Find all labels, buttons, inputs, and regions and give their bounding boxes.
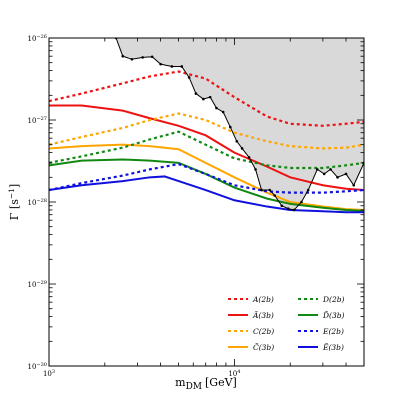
x-tick-label-0: 103 bbox=[43, 369, 55, 378]
legend-label-4: D(2b) bbox=[322, 295, 345, 304]
limit-point-27 bbox=[316, 168, 319, 171]
legend: A(2b) Ã(3b) C(2b) C̃(3b) D(2b) D̃(3b) E(2b) Ẽ(3… bbox=[228, 295, 345, 352]
limit-point-28 bbox=[322, 172, 326, 176]
limit-point-25 bbox=[300, 200, 303, 204]
limit-point-11 bbox=[208, 95, 212, 99]
limit-point-14 bbox=[228, 125, 232, 129]
legend-label-2: C(2b) bbox=[253, 327, 274, 336]
legend-label-3: C̃(3b) bbox=[253, 343, 274, 352]
y-axis-label-close: ] bbox=[8, 184, 21, 188]
limit-point-9 bbox=[194, 92, 198, 95]
series-line-6 bbox=[49, 162, 364, 194]
limit-point-29 bbox=[329, 168, 332, 171]
limit-point-21 bbox=[273, 194, 277, 197]
limit-point-8 bbox=[187, 76, 191, 79]
excluded-region bbox=[116, 38, 364, 210]
y-tick-label-2: 10−28 bbox=[28, 198, 47, 207]
series-line-4 bbox=[49, 130, 364, 170]
plot-area bbox=[49, 38, 364, 214]
limit-point-13 bbox=[221, 110, 225, 114]
limit-point-6 bbox=[170, 65, 174, 68]
limit-point-7 bbox=[180, 65, 184, 68]
limit-point-22 bbox=[280, 204, 284, 208]
x-axis-label-sub: DM bbox=[186, 382, 202, 392]
limit-point-23 bbox=[286, 207, 290, 210]
series-line-7 bbox=[49, 175, 364, 214]
legend-label-0: A(2b) bbox=[252, 295, 274, 304]
limit-point-10 bbox=[202, 97, 205, 101]
limit-curve bbox=[115, 38, 364, 211]
series-line-3 bbox=[49, 143, 364, 211]
y-axis-label-main: Γ [s bbox=[8, 199, 21, 220]
y-axis-title: Γ [s−1] bbox=[7, 184, 21, 220]
limit-point-32 bbox=[352, 183, 356, 187]
limit-point-1 bbox=[121, 54, 125, 58]
limit-point-5 bbox=[159, 62, 162, 66]
limit-point-26 bbox=[306, 188, 310, 192]
limit-point-20 bbox=[268, 188, 272, 192]
x-tick-label-1: 104 bbox=[228, 369, 240, 378]
y-tick-label-4: 10−26 bbox=[28, 34, 47, 43]
y-tick-label-1: 10−29 bbox=[28, 280, 47, 289]
limit-point-16 bbox=[240, 147, 244, 150]
limit-point-18 bbox=[254, 168, 257, 171]
series-line-1 bbox=[49, 104, 364, 192]
legend-label-5: D̃(3b) bbox=[322, 311, 345, 320]
y-tick-label-3: 10−27 bbox=[28, 116, 47, 125]
limit-point-12 bbox=[215, 106, 218, 110]
y-axis-label-sup: −1 bbox=[7, 188, 16, 199]
x-axis-label-main: m bbox=[175, 376, 186, 389]
series-line-2 bbox=[49, 112, 364, 150]
x-axis-title: mDM [GeV] bbox=[175, 376, 237, 392]
limit-point-3 bbox=[141, 56, 144, 59]
legend-label-1: Ã(3b) bbox=[252, 311, 274, 320]
limit-point-24 bbox=[292, 208, 296, 212]
axes: 103 104 10−30 10−29 10−28 10−27 10−26 bbox=[28, 34, 365, 378]
limit-point-30 bbox=[336, 176, 339, 179]
limit-point-2 bbox=[130, 57, 134, 61]
x-axis-label-unit: [GeV] bbox=[205, 376, 237, 389]
limit-point-19 bbox=[260, 188, 263, 192]
limit-point-31 bbox=[344, 172, 348, 176]
limit-point-17 bbox=[247, 156, 251, 159]
series-line-0 bbox=[49, 70, 364, 127]
limit-point-15 bbox=[235, 139, 239, 143]
legend-label-7: Ẽ(3b) bbox=[322, 343, 344, 352]
limit-point-4 bbox=[150, 55, 154, 59]
legend-label-6: E(2b) bbox=[322, 327, 344, 336]
y-tick-label-0: 10−30 bbox=[28, 362, 47, 371]
